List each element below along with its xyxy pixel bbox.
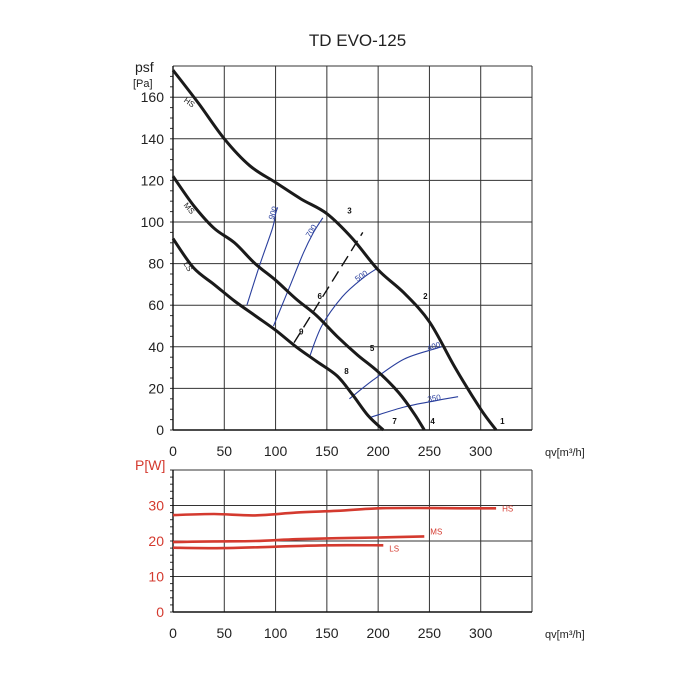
power-x-tick-label: 50: [216, 625, 232, 641]
x-tick-label: 150: [315, 443, 339, 459]
rpm-line-label: 400: [426, 340, 442, 353]
y-tick-label: 120: [141, 172, 165, 188]
rpm-line: [308, 267, 379, 358]
fan-curve-ls: [171, 237, 385, 432]
power-curve-hs: [172, 506, 497, 517]
operating-point-label: 8: [344, 367, 349, 376]
power-x-axis-label: qv[m³/h]: [545, 629, 585, 641]
power-curve-label: MS: [430, 527, 442, 536]
y-tick-label: 40: [148, 339, 164, 355]
operating-point-label: 6: [318, 292, 323, 301]
power-y-tick-label: 20: [148, 533, 164, 549]
operating-point-label: 2: [423, 292, 428, 301]
fan-curve-label: MS: [182, 201, 197, 216]
power-curve-ls: [172, 543, 384, 550]
system-curve-dashed: [293, 232, 364, 344]
rpm-line: [369, 396, 459, 419]
y-tick-label: 0: [156, 422, 164, 438]
chart-title: TD EVO-125: [309, 31, 406, 50]
y-tick-label: 80: [148, 256, 164, 272]
x-axis-label: qv[m³/h]: [545, 447, 585, 459]
x-tick-label: 250: [418, 443, 442, 459]
rpm-line-label: 900: [267, 205, 280, 221]
operating-point-label: 1: [500, 417, 505, 426]
rpm-line-label: 350: [427, 393, 442, 404]
power-x-tick-label: 150: [315, 625, 339, 641]
power-x-tick-label: 200: [366, 625, 390, 641]
rpm-line-label: 500: [353, 268, 370, 283]
x-tick-label: 300: [469, 443, 493, 459]
y-tick-label: 20: [148, 380, 164, 396]
power-x-tick-label: 100: [264, 625, 288, 641]
power-x-tick-label: 250: [418, 625, 442, 641]
y-tick-label: 60: [148, 297, 164, 313]
y-tick-label: 140: [141, 131, 165, 147]
power-x-tick-label: 300: [469, 625, 493, 641]
power-curve-ms: [172, 535, 425, 544]
x-tick-label: 0: [169, 443, 177, 459]
power-y-tick-label: 0: [156, 604, 164, 620]
operating-point-label: 3: [347, 207, 352, 216]
operating-point-label: 4: [430, 417, 435, 426]
y-tick-label: 160: [141, 89, 165, 105]
power-y-tick-label: 10: [148, 569, 164, 585]
power-y-axis-label: P[W]: [135, 457, 165, 473]
y-axis-label: psf: [135, 59, 154, 75]
fan-curve-label: LS: [182, 260, 195, 273]
operating-point-label: 7: [392, 417, 397, 426]
x-tick-label: 50: [216, 443, 232, 459]
operating-point-label: 9: [299, 327, 304, 336]
rpm-line: [272, 217, 324, 327]
rpm-line-label: 700: [304, 223, 319, 240]
y-axis-unit: [Pa]: [133, 78, 153, 90]
power-y-tick-label: 30: [148, 498, 164, 514]
rpm-line: [246, 207, 279, 306]
power-x-tick-label: 0: [169, 625, 177, 641]
power-curve-label: HS: [502, 504, 513, 513]
rpm-line: [349, 346, 442, 400]
power-curve-label: LS: [389, 544, 399, 553]
fan-curve-ms: [171, 175, 426, 431]
fan-curve-hs: [171, 69, 498, 431]
y-tick-label: 100: [141, 214, 165, 230]
x-tick-label: 200: [366, 443, 390, 459]
operating-point-label: 5: [370, 344, 375, 353]
x-tick-label: 100: [264, 443, 288, 459]
